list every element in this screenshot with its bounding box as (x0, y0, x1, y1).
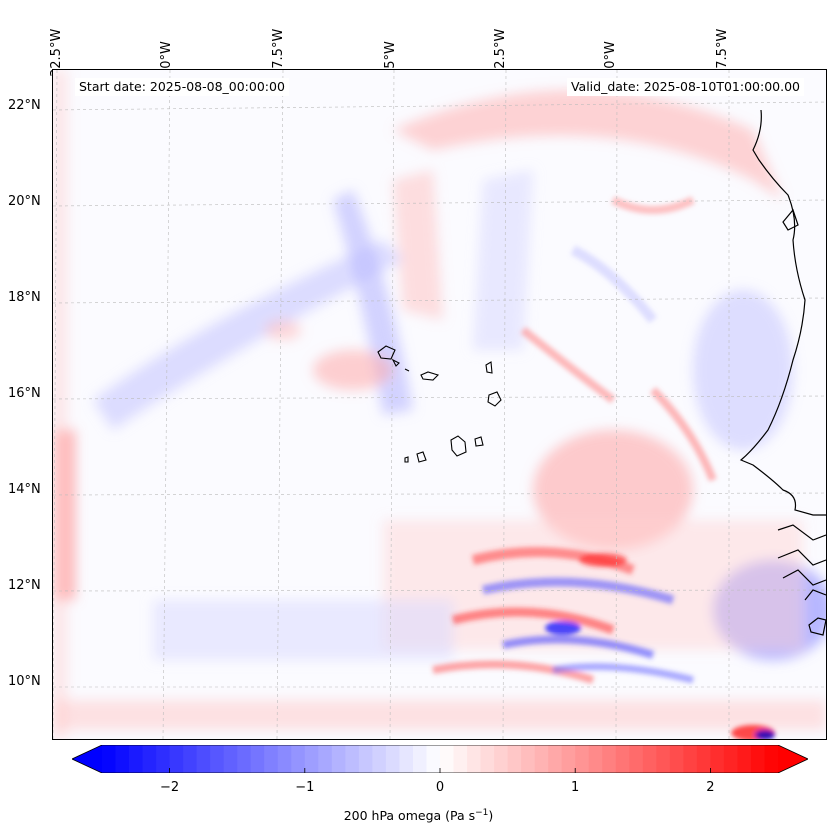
colorbar-segment (588, 745, 603, 773)
colorbar-segment (548, 745, 563, 773)
colorbar-segment (142, 745, 157, 773)
colorbar-label: 200 hPa omega (Pa s−1) (0, 808, 837, 823)
colorbar-label-close: ) (488, 808, 494, 824)
lat-label: 14°N (8, 482, 41, 497)
start-date-label: Start date: 2025-08-08_00:00:00 (75, 78, 289, 96)
colorbar-segment (183, 745, 198, 773)
valid-date-label: Valid_date: 2025-08-10T01:00:00.00 (566, 78, 804, 96)
colorbar-segment (372, 745, 387, 773)
lat-label: 20°N (8, 194, 41, 209)
colorbar-segment (723, 745, 739, 773)
colorbar-segment (534, 745, 549, 773)
map-plot-area[interactable] (52, 69, 827, 740)
colorbar-segment (642, 745, 657, 773)
colorbar-segment (710, 745, 725, 773)
colorbar-segment (480, 745, 495, 773)
cape-verde-islands (377, 345, 502, 463)
omega-fine-structure (432, 196, 775, 739)
colorbar-segment (683, 745, 698, 773)
colorbar-tick-label: −1 (295, 780, 315, 795)
colorbar-segment (304, 745, 319, 773)
colorbar-graphic (72, 745, 808, 773)
colorbar-segment (223, 745, 238, 773)
colorbar-tick-label: 1 (571, 780, 580, 795)
colorbar-segment (764, 745, 779, 773)
colorbar-segment (575, 745, 590, 773)
colorbar-segment (615, 745, 630, 773)
colorbar-segment (750, 745, 766, 773)
lat-label: 10°N (8, 674, 41, 689)
colorbar-segment (169, 745, 184, 773)
omega-broad-field (53, 70, 826, 739)
colorbar-segment (102, 745, 117, 773)
colorbar-tick-label: 0 (435, 780, 445, 795)
colorbar-segment (291, 745, 306, 773)
colorbar-segment (264, 745, 279, 773)
colorbar-segment (561, 745, 576, 773)
coastline (739, 109, 826, 636)
colorbar-segment (358, 745, 373, 773)
colorbar-segment (737, 745, 752, 773)
lat-label: 18°N (8, 290, 41, 305)
colorbar-segment (453, 745, 468, 773)
colorbar-segment (196, 745, 211, 773)
colorbar-segment (156, 745, 171, 773)
colorbar-segment (507, 745, 522, 773)
colorbar-segment (629, 745, 644, 773)
colorbar-segment (521, 745, 536, 773)
colorbar-segment (210, 745, 225, 773)
colorbar (72, 745, 808, 773)
colorbar-segment (494, 745, 509, 773)
colorbar-segment (345, 745, 360, 773)
colorbar-extend-low (72, 745, 102, 773)
colorbar-segment (237, 745, 252, 773)
colorbar-segment (115, 745, 130, 773)
colorbar-segment (467, 745, 482, 773)
lat-label: 12°N (8, 578, 41, 593)
colorbar-segment (669, 745, 684, 773)
colorbar-segment (385, 745, 401, 773)
colorbar-segment (129, 745, 144, 773)
colorbar-segment (277, 745, 292, 773)
colorbar-tick-label: 2 (706, 780, 715, 795)
lat-label: 16°N (8, 386, 41, 401)
colorbar-segment (426, 745, 441, 773)
omega-field-map[interactable] (53, 70, 826, 739)
lat-label: 22°N (8, 98, 41, 113)
colorbar-label-exponent: −1 (475, 808, 489, 818)
colorbar-segment (318, 745, 333, 773)
colorbar-segment (331, 745, 346, 773)
colorbar-segment (399, 745, 414, 773)
colorbar-segment (656, 745, 671, 773)
colorbar-segment (412, 745, 428, 773)
colorbar-extend-high (778, 745, 808, 773)
colorbar-segment (250, 745, 265, 773)
map-gridlines (53, 70, 826, 739)
colorbar-segment (440, 745, 455, 773)
colorbar-segment (696, 745, 711, 773)
colorbar-tick-label: −2 (160, 780, 180, 795)
colorbar-segment (602, 745, 617, 773)
colorbar-label-main: 200 hPa omega (Pa s (343, 808, 476, 824)
